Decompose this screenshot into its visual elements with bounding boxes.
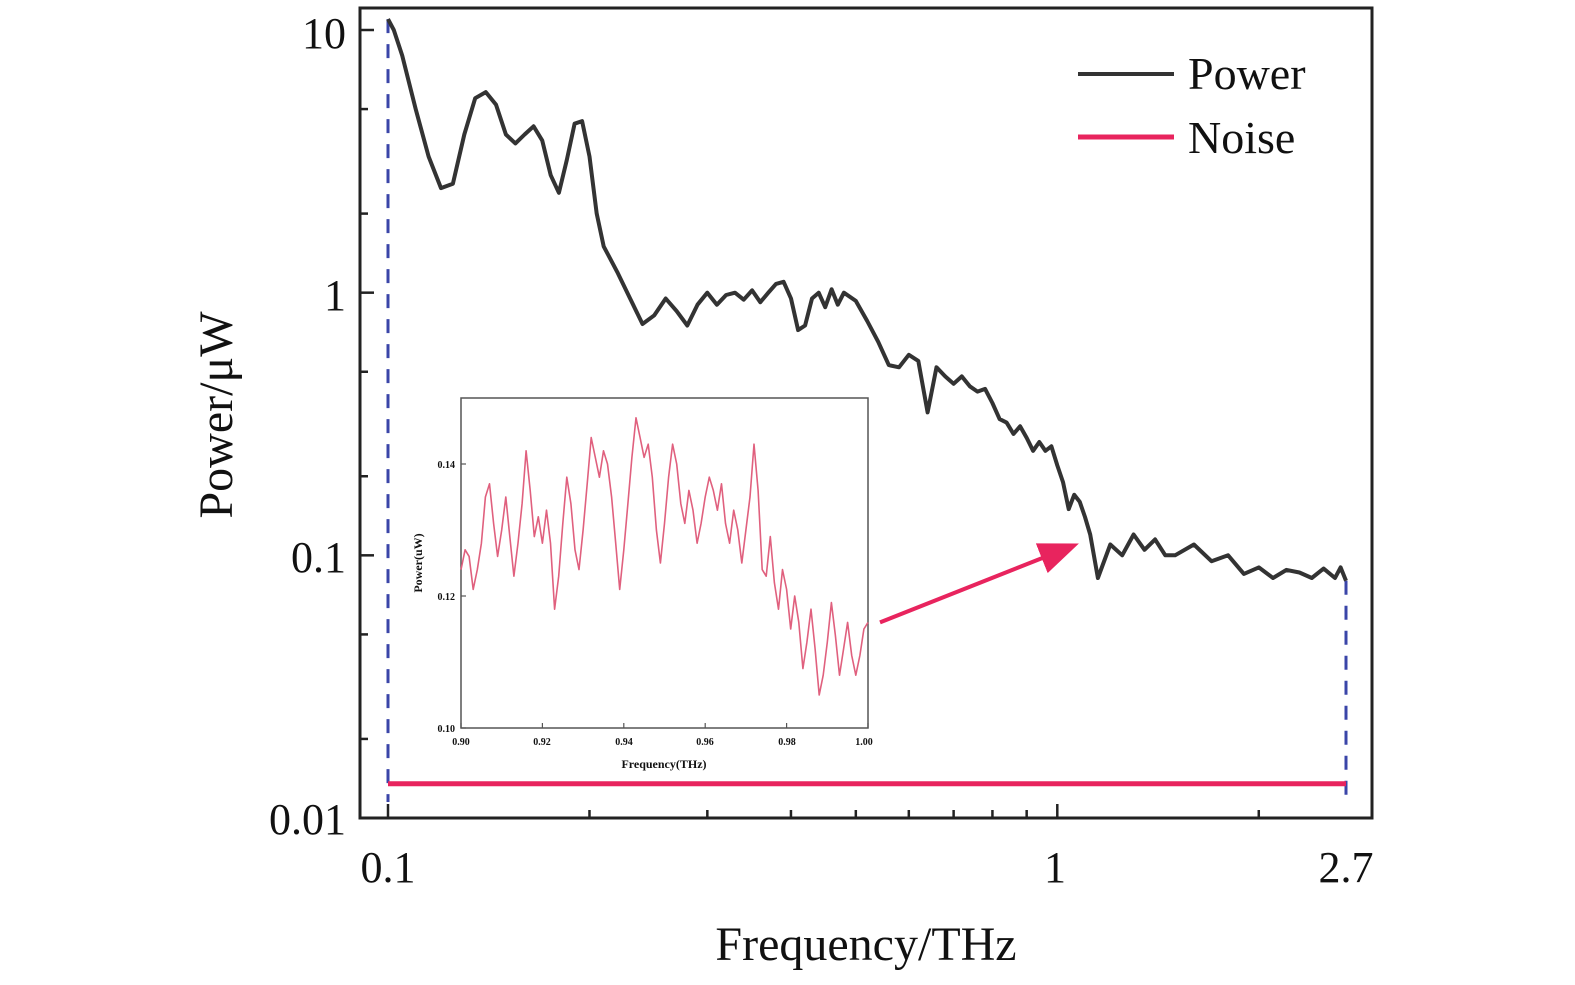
inset-axis-ticks	[460, 463, 869, 729]
inset-y-tick-labels: 0.10 0.12 0.14	[438, 460, 456, 735]
legend-label-power: Power	[1188, 48, 1306, 99]
inset-chart: 0.90 0.92 0.94 0.96 0.98 1.00 0.10 0.12 …	[411, 397, 873, 771]
inset-x-tick-0-94: 0.94	[615, 737, 633, 748]
main-x-tick-labels: 0.1 1 2.7	[361, 843, 1374, 892]
inset-x-tick-labels: 0.90 0.92 0.94 0.96 0.98 1.00	[452, 737, 873, 748]
inset-series-line	[460, 416, 869, 696]
legend: Power Noise	[1078, 48, 1306, 163]
inset-x-tick-0-96: 0.96	[696, 737, 714, 748]
inset-y-axis-title: Power(uW)	[411, 533, 425, 592]
inset-y-tick-0-14: 0.14	[438, 460, 456, 471]
inset-plot-frame	[460, 397, 869, 729]
inset-x-tick-1-00: 1.00	[855, 737, 873, 748]
x-tick-label-0-1: 0.1	[361, 843, 416, 892]
main-y-tick-labels: 0.01 0.1 1 10	[269, 9, 346, 844]
y-axis-title: Power/μW	[190, 311, 243, 519]
y-tick-label-1: 1	[324, 271, 346, 320]
x-axis-title: Frequency/THz	[715, 918, 1016, 971]
inset-y-tick-0-10: 0.10	[438, 724, 456, 735]
inset-y-tick-0-12: 0.12	[438, 592, 456, 603]
series-power-line	[386, 18, 1348, 582]
main-plot-frame	[358, 6, 1374, 820]
inset-x-axis-title: Frequency(THz)	[621, 757, 706, 771]
zoom-arrow	[879, 543, 1079, 625]
x-tick-label-1: 1	[1044, 843, 1066, 892]
y-tick-label-0-1: 0.1	[291, 533, 346, 582]
y-tick-label-0-01: 0.01	[269, 795, 346, 844]
inset-x-tick-0-92: 0.92	[533, 737, 551, 748]
inset-x-tick-0-90: 0.90	[452, 737, 470, 748]
main-axis-ticks	[360, 28, 1261, 820]
legend-label-noise: Noise	[1188, 112, 1295, 163]
x-tick-label-2-7: 2.7	[1319, 843, 1374, 892]
y-tick-label-10: 10	[302, 9, 346, 58]
inset-x-tick-0-98: 0.98	[778, 737, 796, 748]
